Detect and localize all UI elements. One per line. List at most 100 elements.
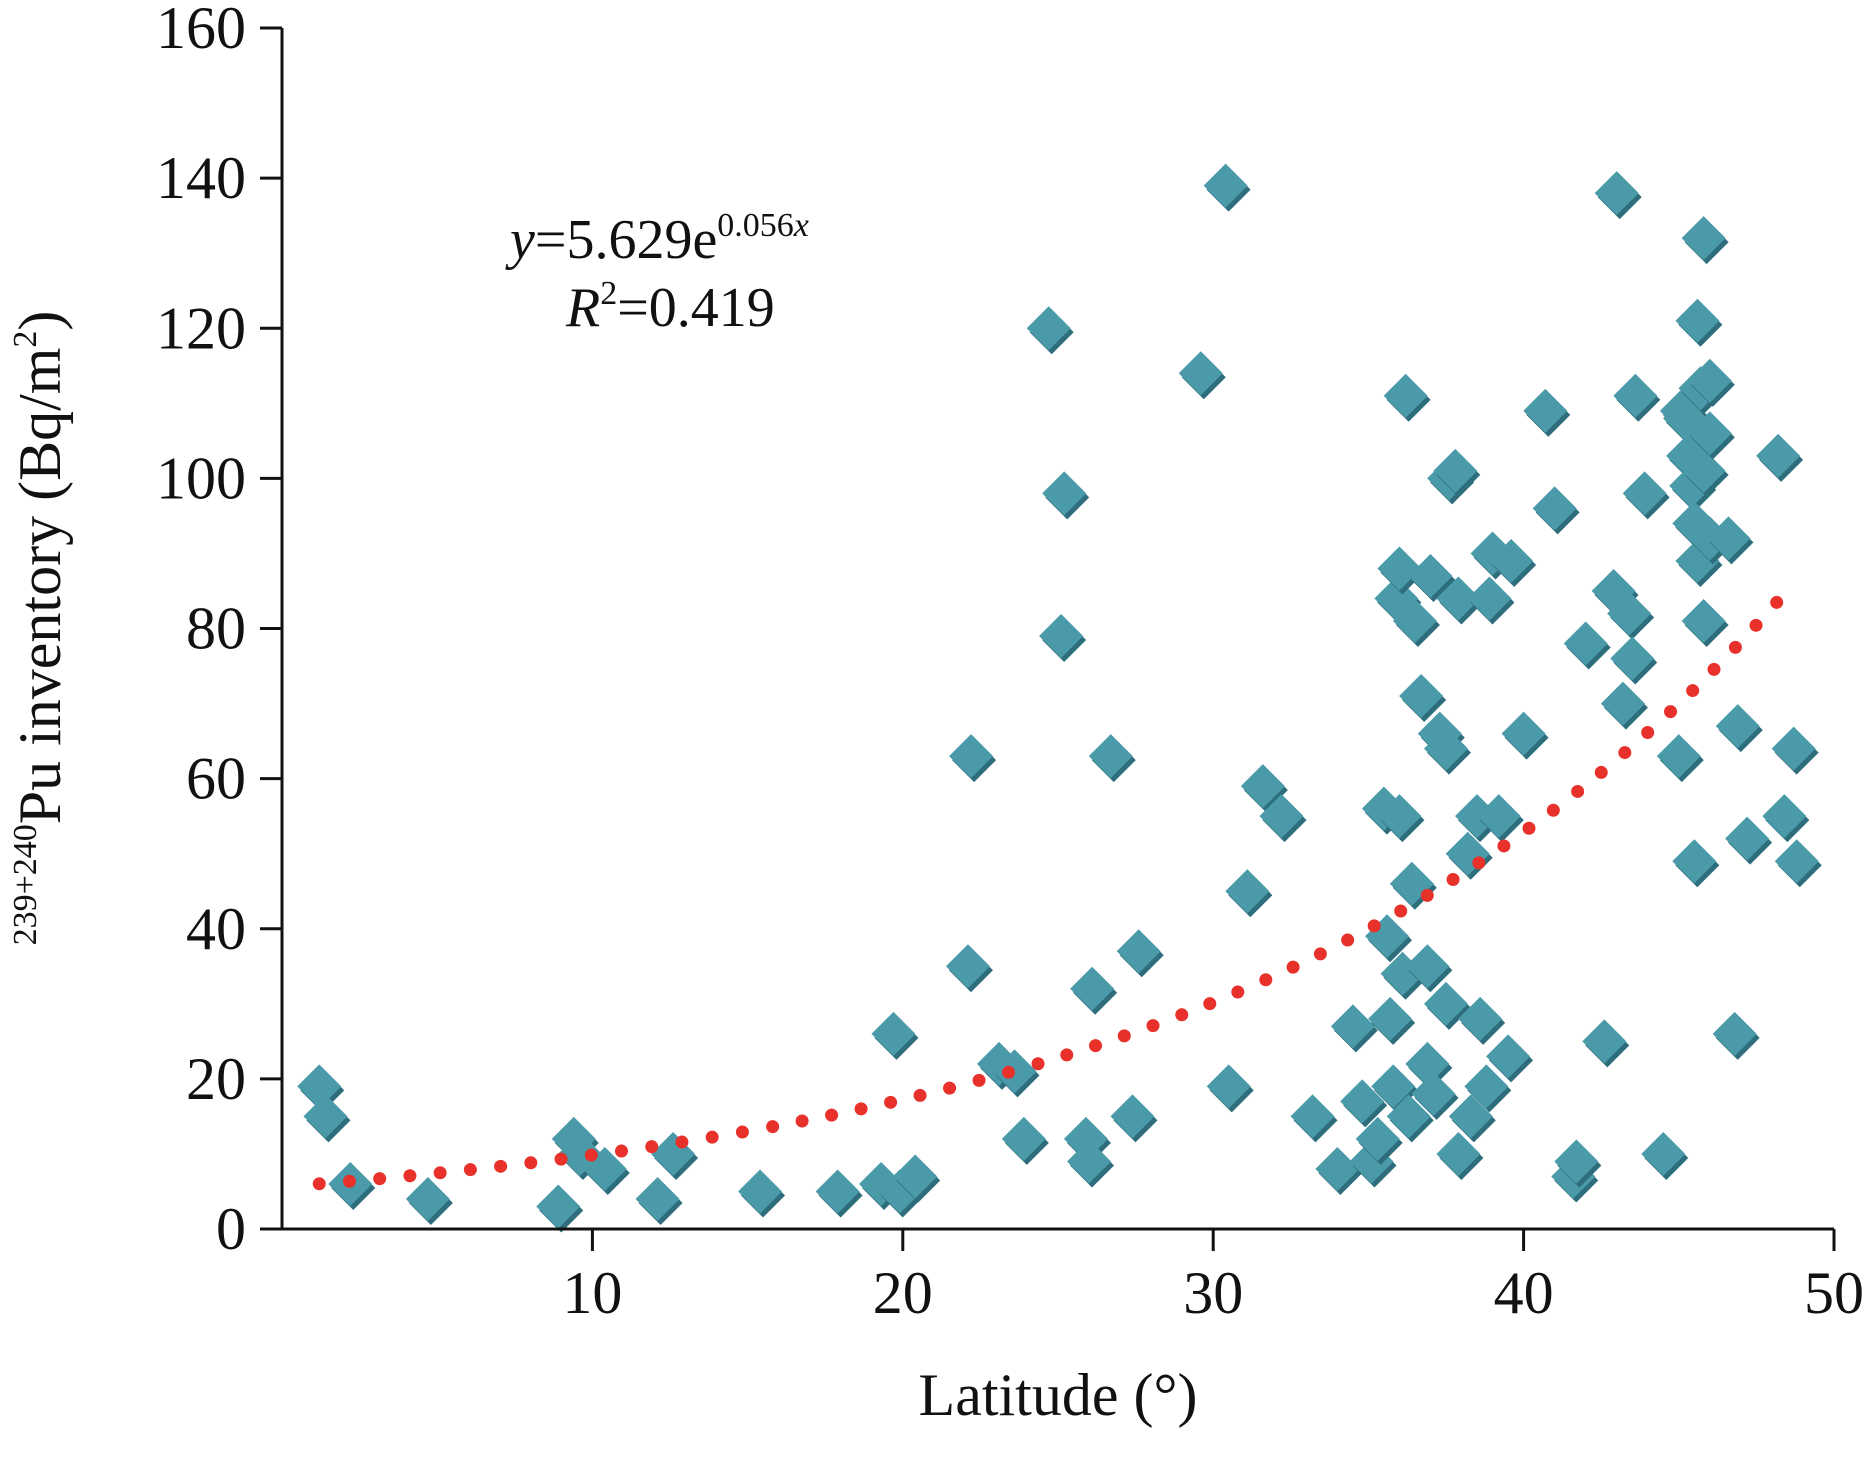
axis-ticks: 0 20 40 60 80 100 120 140 160 10 20 30 40 50 [156,0,1864,1326]
data-points [297,163,1822,1233]
data-point [1681,448,1729,497]
data-point-marker [651,1131,696,1176]
data-point-marker [1756,433,1801,478]
y-tick-label: 100 [156,445,246,511]
data-point [1445,831,1493,880]
y-axis-label-main: Pu inventory (Bq/m [7,348,73,825]
data-point-marker [1368,996,1413,1041]
data-point [1067,1139,1115,1188]
data-point-marker [1672,839,1717,884]
trend-dot [1286,960,1300,974]
y-axis-label-isotope: 239+240 [7,824,44,945]
trend-dot [1770,595,1784,609]
trend-dot [312,1177,326,1191]
trend-dot [1146,1019,1160,1033]
data-point-marker [1762,794,1807,839]
data-point-marker [1600,681,1645,726]
equation-y-var: y [505,209,535,271]
trend-dot [1031,1057,1045,1071]
x-tick-label: 30 [1183,1260,1243,1326]
data-point [1532,486,1580,535]
data-point [1433,448,1481,497]
data-point [405,1176,453,1225]
data-point-marker [1433,448,1478,493]
trend-dot [943,1081,957,1095]
y-tick-label: 40 [186,896,246,962]
data-point-marker [1501,711,1546,756]
trend-dot [884,1095,898,1109]
data-point-marker [1399,674,1444,719]
trend-dot [1522,821,1536,835]
x-axis-label: Latitude (°) [919,1362,1198,1428]
trend-dot [913,1088,927,1102]
trend-dot [705,1130,719,1144]
trend-dot [463,1163,477,1177]
trend-dot [1728,640,1742,654]
data-point [1225,869,1273,918]
trend-dot [584,1148,598,1162]
y-tick-label: 60 [186,746,246,812]
data-point [1656,734,1704,783]
data-point [1436,576,1484,625]
r-squared-sup: 2 [600,275,617,312]
trend-dot [675,1135,689,1149]
data-point-marker [815,1169,860,1214]
trend-dot [1664,705,1678,719]
trend-dot [1497,839,1511,853]
trend-dot [1231,985,1245,999]
data-point [1712,1011,1760,1060]
data-point [1240,764,1288,813]
trend-dot [1341,933,1355,947]
data-point-marker [893,1154,938,1199]
trend-dot [645,1140,659,1154]
data-point [1771,726,1819,775]
equation-r-squared: R2=0.419 [565,275,775,339]
y-tick-label: 0 [216,1196,246,1262]
trend-dot [494,1159,508,1173]
data-point-marker [1523,388,1568,433]
data-point-marker [635,1176,680,1221]
data-point-marker [1070,966,1115,1011]
trend-dot [1446,873,1460,887]
data-point-marker [1582,1019,1627,1064]
data-point-marker [1594,171,1639,216]
data-point-marker [1712,1011,1757,1056]
y-tick-label: 20 [186,1046,246,1112]
data-point-marker [1458,996,1503,1041]
data-point [1675,298,1723,347]
data-point-marker [1355,1116,1400,1161]
trend-dot [1594,765,1608,779]
data-point [1116,929,1164,978]
data-point [1001,1116,1049,1165]
data-point-marker [1178,351,1223,396]
data-point-marker [1681,598,1726,643]
trend-dot [1394,904,1408,918]
data-point-marker [1613,373,1658,418]
data-point [1641,1131,1689,1180]
data-point-marker [1622,471,1667,516]
data-point-marker [1386,1094,1431,1139]
data-point-marker [1411,1071,1456,1116]
data-point [1622,471,1670,520]
y-tick-label: 80 [186,596,246,662]
trend-dot [1002,1065,1016,1079]
x-tick-label: 50 [1804,1260,1864,1326]
data-point-marker [536,1184,581,1229]
data-point [949,734,997,783]
equation-exponent-var: x [793,207,809,244]
data-point-marker [1383,373,1428,418]
y-tick-label: 160 [156,0,246,61]
data-point-marker [1448,1094,1493,1139]
data-point-marker [1610,636,1655,681]
data-point [303,1094,351,1143]
data-point-marker [1476,794,1521,839]
data-point [1681,598,1729,647]
data-point-marker [303,1094,348,1139]
data-point [1607,591,1655,640]
x-tick-label: 10 [562,1260,622,1326]
data-point [1042,471,1090,520]
trend-dot [1472,856,1486,870]
data-point [1489,538,1537,587]
data-point-marker [1116,929,1161,974]
